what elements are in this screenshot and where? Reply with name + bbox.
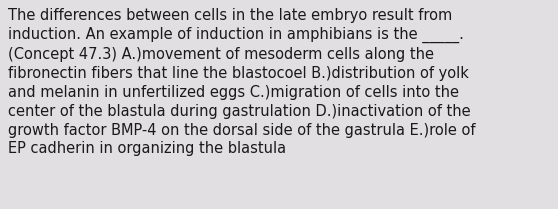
Text: The differences between cells in the late embryo result from
induction. An examp: The differences between cells in the lat… — [8, 8, 476, 157]
